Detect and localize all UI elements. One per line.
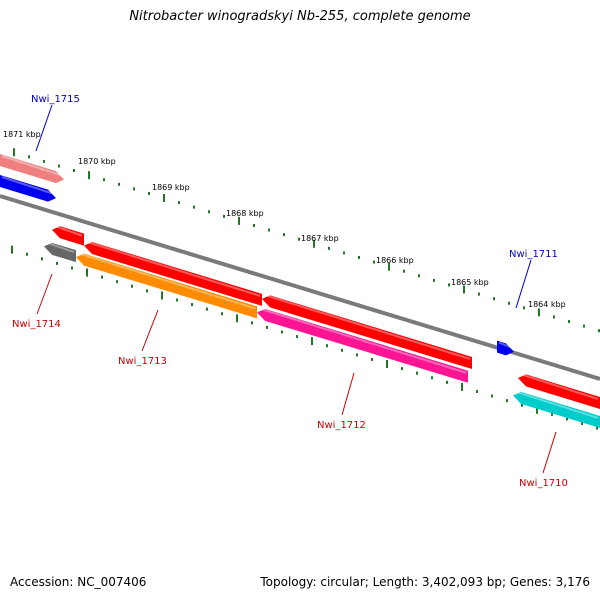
kbp-label: 1871 kbp (3, 130, 41, 139)
map-title: Nitrobacter winogradskyi Nb-255, complet… (129, 9, 471, 24)
gene-bar[interactable] (262, 293, 472, 369)
leader-nwi-1711 (515, 259, 532, 309)
gene-bar-nwi-1714[interactable] (44, 241, 76, 263)
gene-bar[interactable] (52, 224, 84, 246)
kbp-label: 1870 kbp (78, 157, 116, 166)
leader-nwi-1713 (141, 309, 159, 352)
kbp-label: 1869 kbp (152, 183, 190, 192)
gene-bar[interactable] (0, 154, 64, 184)
gene-label-nwi-1711[interactable]: Nwi_1711 (509, 249, 558, 260)
gene-bar-nwi-1715[interactable] (0, 175, 56, 202)
kbp-label: 1865 kbp (451, 278, 489, 287)
leader-nwi-1710 (542, 431, 557, 474)
kbp-label: 1868 kbp (226, 209, 264, 218)
gene-bar[interactable] (518, 373, 600, 409)
gene-label-nwi-1713[interactable]: Nwi_1713 (118, 356, 167, 367)
gene-label-nwi-1712[interactable]: Nwi_1712 (317, 420, 366, 431)
gene-label-nwi-1714[interactable]: Nwi_1714 (12, 319, 61, 330)
gene-label-nwi-1710[interactable]: Nwi_1710 (519, 478, 568, 489)
gene-bar-nwi-1712[interactable] (257, 307, 468, 383)
leader-nwi-1714 (36, 273, 53, 315)
gene-bar-nwi-1713[interactable] (76, 252, 257, 319)
leader-nwi-1715 (35, 104, 53, 152)
accession-text: Accession: NC_007406 (10, 575, 147, 589)
kbp-label: 1867 kbp (301, 234, 339, 243)
kbp-label: 1866 kbp (376, 256, 414, 265)
gene-bar[interactable] (84, 240, 262, 306)
topology-text: Topology: circular; Length: 3,402,093 bp… (260, 575, 590, 589)
gene-bar-nwi-1711[interactable] (497, 340, 514, 356)
gene-label-nwi-1715[interactable]: Nwi_1715 (31, 94, 80, 105)
gene-bar-nwi-1710[interactable] (513, 390, 600, 428)
leader-nwi-1712 (341, 372, 355, 416)
kbp-label: 1864 kbp (528, 300, 566, 309)
